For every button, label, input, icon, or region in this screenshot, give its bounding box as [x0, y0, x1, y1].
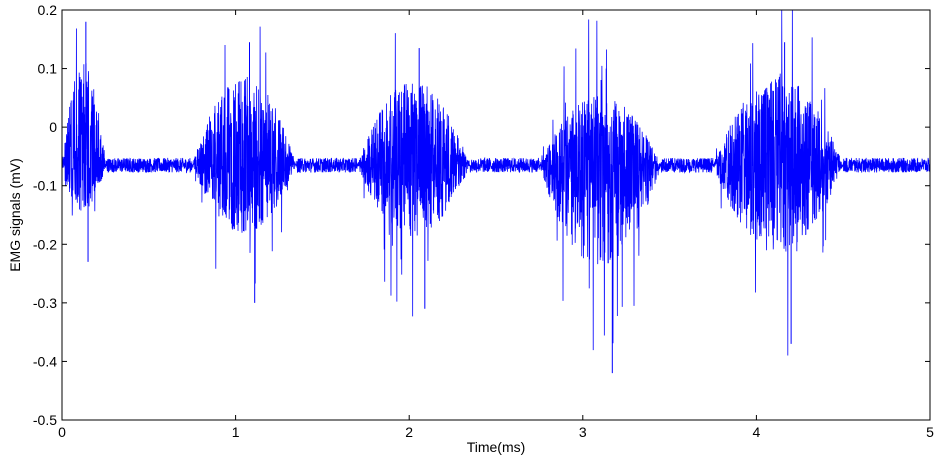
- x-tick-label: 3: [579, 424, 587, 440]
- x-tick-label: 4: [753, 424, 761, 440]
- y-tick-label: 0: [49, 119, 57, 135]
- x-axis-label: Time(ms): [467, 439, 526, 455]
- y-tick-label: -0.4: [33, 353, 57, 369]
- y-tick-label: -0.5: [33, 412, 57, 428]
- y-axis-label: EMG signals (mV): [7, 158, 23, 272]
- y-tick-label: -0.1: [33, 178, 57, 194]
- x-tick-label: 5: [926, 424, 934, 440]
- signal-layer: [61, 9, 931, 374]
- y-tick-label: 0.2: [38, 2, 58, 18]
- x-ticks: 0 1 2 3 4 5: [58, 10, 934, 440]
- plot-frame: [61, 9, 931, 421]
- y-tick-label: -0.3: [33, 295, 57, 311]
- y-tick-label: 0.1: [38, 61, 58, 77]
- y-tick-label: -0.2: [33, 236, 57, 252]
- emg-signal-line: [61, 9, 931, 356]
- y-ticks: -0.5 -0.4 -0.3 -0.2 -0.1 0 0.1 0.2: [33, 2, 930, 428]
- x-tick-label: 1: [232, 424, 240, 440]
- x-tick-label: 2: [405, 424, 413, 440]
- x-tick-label: 0: [58, 424, 66, 440]
